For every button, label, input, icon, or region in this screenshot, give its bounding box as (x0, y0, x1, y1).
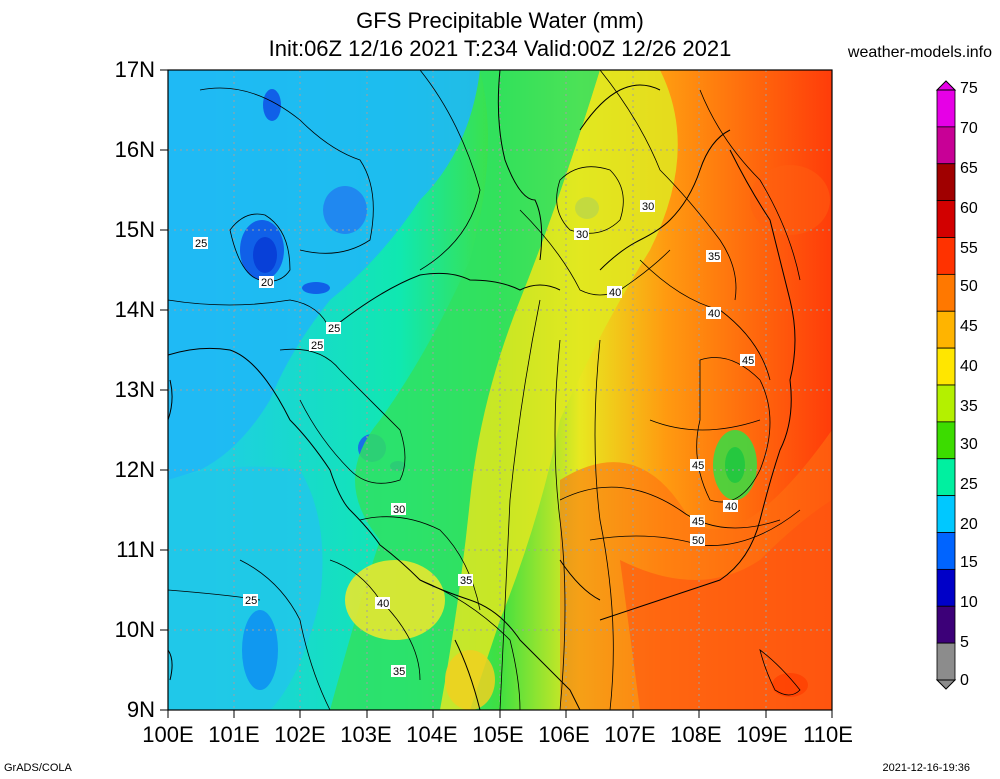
contour-label: 40 (609, 287, 621, 299)
contour-lines (168, 70, 801, 710)
lat-label-14n: 14N (114, 297, 155, 322)
colorbar-label-30: 30 (960, 436, 978, 453)
contour-label: 25 (195, 238, 207, 250)
lon-label-107e: 107E (604, 722, 656, 747)
lat-label-15n: 15N (114, 217, 155, 242)
colorbar-label-25: 25 (960, 476, 978, 493)
colorbar (935, 80, 957, 690)
colorbar-segment (936, 237, 956, 275)
colorbar-label-60: 60 (960, 200, 978, 217)
colorbar-segment (936, 163, 956, 202)
contour-label: 40 (725, 501, 737, 513)
map-title: GFS Precipitable Water (mm) (356, 8, 644, 33)
lon-label-101e: 101E (208, 722, 260, 747)
lat-label-12n: 12N (114, 457, 155, 482)
colorbar-segment (936, 200, 956, 238)
lat-label-9n: 9N (126, 697, 155, 722)
contour-label: 35 (393, 666, 405, 678)
colorbar-segment (936, 568, 956, 607)
contour-labels: 25 20 25 25 30 30 40 35 40 45 45 40 45 5… (193, 200, 755, 678)
lat-label-11n: 11N (116, 537, 155, 562)
axis-ticks (160, 69, 833, 718)
contour-label: 40 (377, 598, 389, 610)
colorbar-label-15: 15 (960, 554, 978, 571)
contour-label: 40 (708, 308, 720, 320)
colorbar-label-50: 50 (960, 278, 978, 295)
colorbar-segment (936, 605, 956, 644)
lat-label-16n: 16N (114, 137, 155, 162)
colorbar-segment (936, 458, 956, 497)
colorbar-label-35: 35 (960, 398, 978, 415)
lat-label-17n: 17N (114, 57, 155, 82)
lon-label-102e: 102E (274, 722, 326, 747)
colorbar-arrow-bottom (935, 679, 957, 690)
colorbar-segment (936, 421, 956, 460)
map-subtitle: Init:06Z 12/16 2021 T:234 Valid:00Z 12/2… (268, 36, 732, 61)
lon-label-100e: 100E (142, 722, 194, 747)
colorbar-segment (936, 532, 956, 570)
colorbar-label-10: 10 (960, 594, 978, 611)
lon-label-110e: 110E (803, 722, 853, 747)
lon-label-106e: 106E (538, 722, 590, 747)
colorbar-segment (936, 273, 956, 312)
colorbar-segment (936, 89, 956, 128)
colorbar-label-20: 20 (960, 516, 978, 533)
coastlines (168, 70, 796, 710)
contour-label: 35 (460, 575, 472, 587)
contour-label: 45 (692, 516, 704, 528)
lon-label-109e: 109E (736, 722, 788, 747)
colorbar-segment (936, 126, 956, 165)
lon-label-104e: 104E (406, 722, 458, 747)
lon-label-103e: 103E (340, 722, 392, 747)
colorbar-arrow-top (935, 80, 957, 91)
colorbar-label-45: 45 (960, 318, 978, 335)
contour-label: 45 (692, 460, 704, 472)
colorbar-segment (936, 347, 956, 386)
contour-label: 35 (708, 251, 720, 263)
contour-label: 25 (328, 323, 340, 335)
colorbar-label-40: 40 (960, 358, 978, 375)
lat-label-13n: 13N (114, 377, 155, 402)
colorbar-segment (936, 495, 956, 533)
colorbar-label-75: 75 (960, 80, 978, 97)
site-credit: weather-models.info (847, 44, 992, 61)
colorbar-label-70: 70 (960, 120, 978, 137)
contour-label: 30 (642, 201, 654, 213)
colorbar-segment (936, 384, 956, 423)
contour-label: 25 (311, 340, 323, 352)
lon-label-105e: 105E (472, 722, 524, 747)
colorbar-label-55: 55 (960, 240, 978, 257)
lon-label-108e: 108E (670, 722, 722, 747)
colorbar-label-65: 65 (960, 160, 978, 177)
contour-label: 30 (393, 504, 405, 516)
colorbar-segment (936, 310, 956, 349)
timestamp: 2021-12-16-19:36 (882, 762, 970, 774)
grads-credit: GrADS/COLA (4, 762, 72, 774)
grid-lines (168, 70, 832, 710)
contour-label: 30 (576, 229, 588, 241)
colorbar-label-5: 5 (960, 634, 969, 651)
lat-label-10n: 10N (114, 617, 155, 642)
contour-label: 25 (245, 595, 257, 607)
contour-label: 20 (261, 277, 273, 289)
contour-label: 45 (742, 355, 754, 367)
colorbar-label-0: 0 (960, 672, 969, 689)
contour-label: 50 (692, 535, 704, 547)
colorbar-segment (936, 642, 956, 681)
